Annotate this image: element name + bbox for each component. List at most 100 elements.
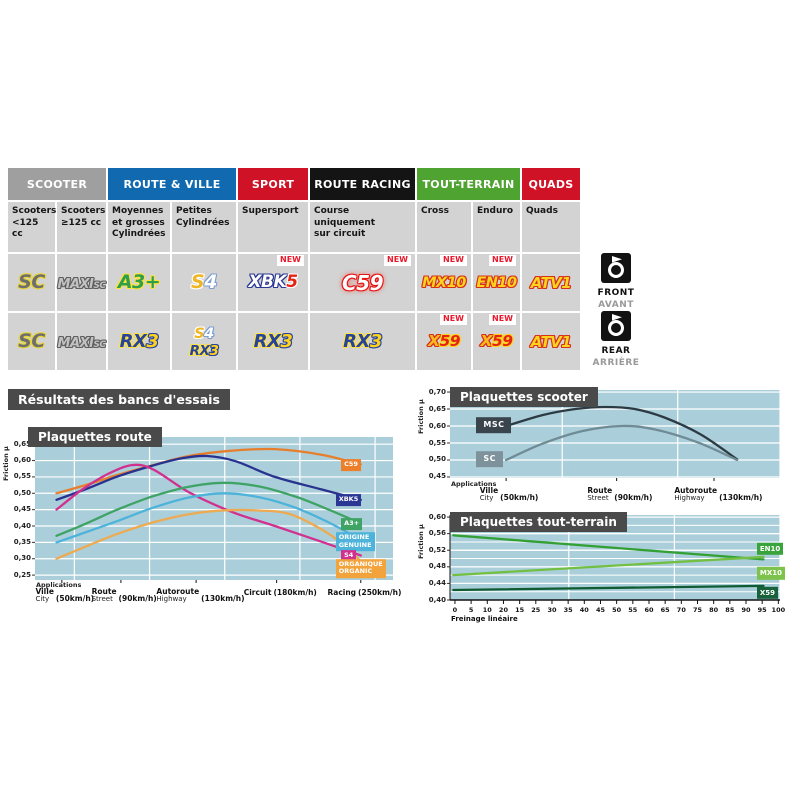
x-category-label: Route Street (90km/h)	[587, 486, 653, 503]
x-category-label: Ville City (50km/h)	[35, 588, 95, 604]
badge-part: A3+	[117, 271, 161, 293]
badge-cell: NEW X59	[417, 313, 471, 370]
badge-a3plus: A3+	[117, 271, 161, 293]
subheader-cell: Scooters <125 cc	[8, 202, 56, 252]
badge-part: MAXI	[57, 335, 94, 351]
scooter-xaxis-labels: Applications Ville City (50km/h) Route Street…	[450, 480, 780, 506]
ytick-label: 0,65	[428, 404, 446, 413]
series-msc	[504, 405, 739, 461]
x-tick-label: 100	[771, 606, 786, 614]
x-label-speed: (50km/h)	[500, 493, 539, 503]
badge-cell: NEW X59	[473, 313, 520, 370]
applications-label: Applications	[451, 480, 497, 488]
ytick-label: 0,70	[428, 387, 446, 396]
subheader-cell: Course uniquement sur circuit	[310, 202, 415, 252]
legend-chip-msc: MSC	[476, 417, 512, 434]
badge-part: 5	[286, 272, 298, 292]
badge-part: ATV1	[530, 332, 572, 351]
ytick-label: 0,52	[428, 545, 446, 554]
badge-part: S	[191, 271, 205, 293]
ytick-label: 0,60	[13, 456, 31, 465]
x-label-fr: Circuit	[243, 588, 272, 598]
x-tick-label: 30	[547, 606, 557, 614]
legend-chip-organique: ORGANIQUE ORGANIC	[335, 558, 386, 579]
badge-part: SC	[18, 330, 45, 352]
applications-label: Applications	[36, 581, 82, 589]
x-category-label: Circuit (180km/h)	[244, 588, 317, 597]
series-organique-organic	[55, 508, 362, 563]
ytick-label: 0,50	[13, 488, 31, 497]
badge-cell: SC	[8, 313, 55, 370]
ytick-label: 0,45	[428, 472, 446, 481]
rear-label: REAR	[601, 346, 631, 356]
badge-part: RX	[253, 330, 281, 352]
front-disc-icon	[601, 253, 631, 283]
subheader-cell: Supersport	[238, 202, 308, 252]
new-badge: NEW	[489, 255, 516, 266]
series-xbk5	[55, 454, 362, 501]
series-origine-genuine	[55, 492, 362, 544]
x-label-speed: (90km/h)	[614, 493, 653, 503]
badge-part: RX	[119, 330, 147, 352]
badge-cell: NEW C59	[310, 254, 415, 311]
badge-part: SC	[93, 280, 106, 291]
ytick-label: 0,65	[13, 439, 31, 448]
badge-part: X	[427, 332, 440, 351]
badge-mx10: MX10	[422, 274, 466, 291]
x-label-fr: Ville	[479, 486, 499, 495]
ytick-label: 0,40	[13, 521, 31, 530]
x-tick-label: 20	[498, 606, 508, 614]
badge-part: 3	[369, 330, 383, 352]
ytick-label: 0,30	[13, 554, 31, 563]
badge-part: 4	[204, 271, 217, 293]
badge-part: RX	[343, 330, 370, 352]
x-label-speed: (130km/h)	[719, 493, 763, 503]
x-category-label: Autoroute Highway (130km/h)	[156, 588, 245, 604]
x-label-en: Highway	[674, 493, 705, 502]
x-tick-label: 10	[482, 606, 492, 614]
series-x59	[452, 584, 765, 592]
x-label-speed: (130km/h)	[201, 594, 245, 604]
badge-maxisc: MAXISC	[58, 334, 106, 350]
series-sc	[504, 424, 739, 462]
ytick-label: 0,35	[13, 537, 31, 546]
badge-x59: X59	[480, 333, 513, 350]
badge-cell: ATV1	[522, 313, 580, 370]
tt-xaxis-labels: 0 5 10 20 15 25 30 35 40 45 50 55 60 65 70 75 80 85 90 95 10…	[450, 602, 785, 626]
legend-chip-xbk5: XBK5	[335, 494, 362, 507]
legend-chip-c59: C59	[341, 459, 361, 472]
legend-chip-a3-: A3+	[341, 518, 363, 530]
scooter-chart-svg	[447, 390, 781, 481]
x-label-en: Street	[587, 493, 609, 502]
badge-en10: EN10	[476, 274, 517, 292]
badge-part: SC	[93, 339, 106, 350]
badge-part: SC	[18, 271, 45, 293]
x-tick-label: 0	[452, 606, 458, 614]
ytick-label: 0,50	[428, 455, 446, 464]
legend-chip-mx10: MX10	[756, 567, 785, 580]
friction-axis-label: Friction µ	[417, 399, 425, 434]
new-badge: NEW	[277, 255, 304, 266]
rear-disc-icon	[601, 311, 631, 341]
legend-chip-origine: ORIGINE GENUINE	[335, 531, 375, 552]
badge-part: EN10	[476, 275, 517, 292]
badge-sc: SC	[18, 273, 45, 292]
x-category-label: Racing (250km/h)	[327, 588, 401, 597]
ytick-label: 0,40	[428, 595, 446, 604]
badge-s4: S4	[194, 325, 214, 342]
badge-cell: NEW MX10	[417, 254, 471, 311]
series-mx10	[452, 555, 765, 577]
ytick-label: 0,60	[428, 421, 446, 430]
badge-c59: C59	[341, 270, 384, 295]
ytick-label: 0,25	[13, 570, 31, 579]
badge-part: C59	[341, 270, 384, 295]
ytick-label: 0,55	[13, 472, 31, 481]
ytick-label: 0,45	[13, 505, 31, 514]
x-label-speed: (50km/h)	[55, 594, 95, 604]
category-row: SCOOTER ROUTE & VILLE SPORT ROUTE RACING TOU…	[8, 168, 580, 200]
x-label-fr: Route	[91, 587, 117, 596]
x-label-fr: Route	[587, 486, 613, 495]
badge-part: ATV1	[530, 273, 572, 292]
friction-axis-label: Friction µ	[2, 446, 10, 481]
